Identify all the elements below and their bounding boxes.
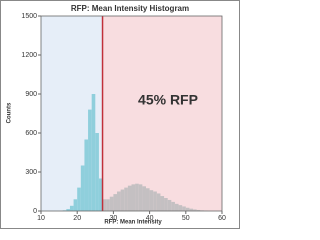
bar xyxy=(145,188,150,211)
bar xyxy=(84,139,89,211)
bar xyxy=(131,184,136,211)
x-tick-label: 10 xyxy=(37,215,45,222)
bar xyxy=(153,191,157,211)
annotation: 45% RFP xyxy=(138,92,198,108)
bar xyxy=(109,196,114,211)
right-region xyxy=(102,16,222,211)
bar xyxy=(66,209,70,211)
x-tick-label: 50 xyxy=(182,215,190,222)
y-axis-label: Counts xyxy=(7,102,13,123)
bar xyxy=(138,184,143,211)
bar xyxy=(102,199,107,211)
bar xyxy=(124,187,128,211)
x-tick-label: 60 xyxy=(218,215,226,222)
y-tick-label: 600 xyxy=(25,130,37,137)
y-tick-label: 900 xyxy=(25,91,37,98)
x-axis-label: RFP: Mean Intensity xyxy=(104,220,162,226)
bar xyxy=(156,193,161,211)
y-tick-label: 1200 xyxy=(21,52,37,59)
chart-title: RFP: Mean Intensity Histogram xyxy=(71,4,189,13)
x-tick-label: 20 xyxy=(73,215,81,222)
bar xyxy=(178,205,183,211)
bar xyxy=(149,190,154,211)
bar xyxy=(98,178,103,211)
bar xyxy=(117,191,121,211)
bar xyxy=(88,109,92,211)
bar xyxy=(127,185,132,211)
bar xyxy=(91,94,96,211)
bar xyxy=(164,198,168,211)
bar xyxy=(160,196,165,211)
bar xyxy=(174,203,179,211)
bar xyxy=(189,208,194,211)
bar xyxy=(95,133,99,211)
y-tick-label: 1500 xyxy=(21,13,37,20)
plot-border xyxy=(40,15,223,212)
chart: RFP: Mean Intensity Histogram RFP: Mean … xyxy=(0,0,240,229)
x-tick-label: 30 xyxy=(110,215,118,222)
bar xyxy=(80,165,85,211)
bar xyxy=(113,194,118,211)
bar xyxy=(69,205,74,211)
bar xyxy=(106,199,110,211)
y-tick-label: 300 xyxy=(25,169,37,176)
bar xyxy=(196,209,201,211)
y-tick-label: 0 xyxy=(33,208,37,215)
bar xyxy=(185,207,190,211)
bar xyxy=(77,187,81,211)
bar xyxy=(73,199,78,211)
bar xyxy=(120,189,125,211)
bar xyxy=(135,183,139,211)
bar xyxy=(167,199,172,211)
bar xyxy=(142,186,146,211)
x-tick-label: 40 xyxy=(146,215,154,222)
bar xyxy=(193,209,197,211)
bar xyxy=(182,206,186,211)
bar xyxy=(171,201,175,211)
